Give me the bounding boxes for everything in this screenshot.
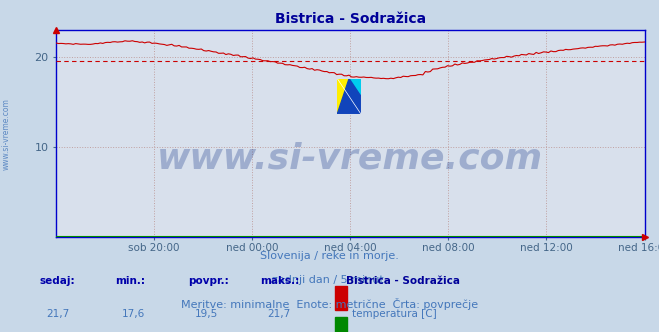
Text: 21,7: 21,7 [267,309,290,319]
Text: www.si-vreme.com: www.si-vreme.com [158,141,543,176]
Title: Bistrica - Sodražica: Bistrica - Sodražica [275,12,426,26]
Polygon shape [337,79,361,114]
Text: zadnji dan / 5 minut.: zadnji dan / 5 minut. [272,275,387,285]
Text: www.si-vreme.com: www.si-vreme.com [2,98,11,170]
Text: Slovenija / reke in morje.: Slovenija / reke in morje. [260,251,399,261]
Text: 21,7: 21,7 [46,309,69,319]
Text: temperatura [C]: temperatura [C] [352,309,437,319]
Text: Bistrica - Sodražica: Bistrica - Sodražica [346,276,460,286]
Polygon shape [337,79,349,114]
Text: 17,6: 17,6 [122,309,145,319]
Polygon shape [349,79,361,96]
Text: 19,5: 19,5 [194,309,217,319]
Text: maks.:: maks.: [260,276,300,286]
Text: sedaj:: sedaj: [40,276,75,286]
Text: min.:: min.: [115,276,146,286]
Text: povpr.:: povpr.: [188,276,229,286]
Text: Meritve: minimalne  Enote: metrične  Črta: povprečje: Meritve: minimalne Enote: metrične Črta:… [181,298,478,310]
